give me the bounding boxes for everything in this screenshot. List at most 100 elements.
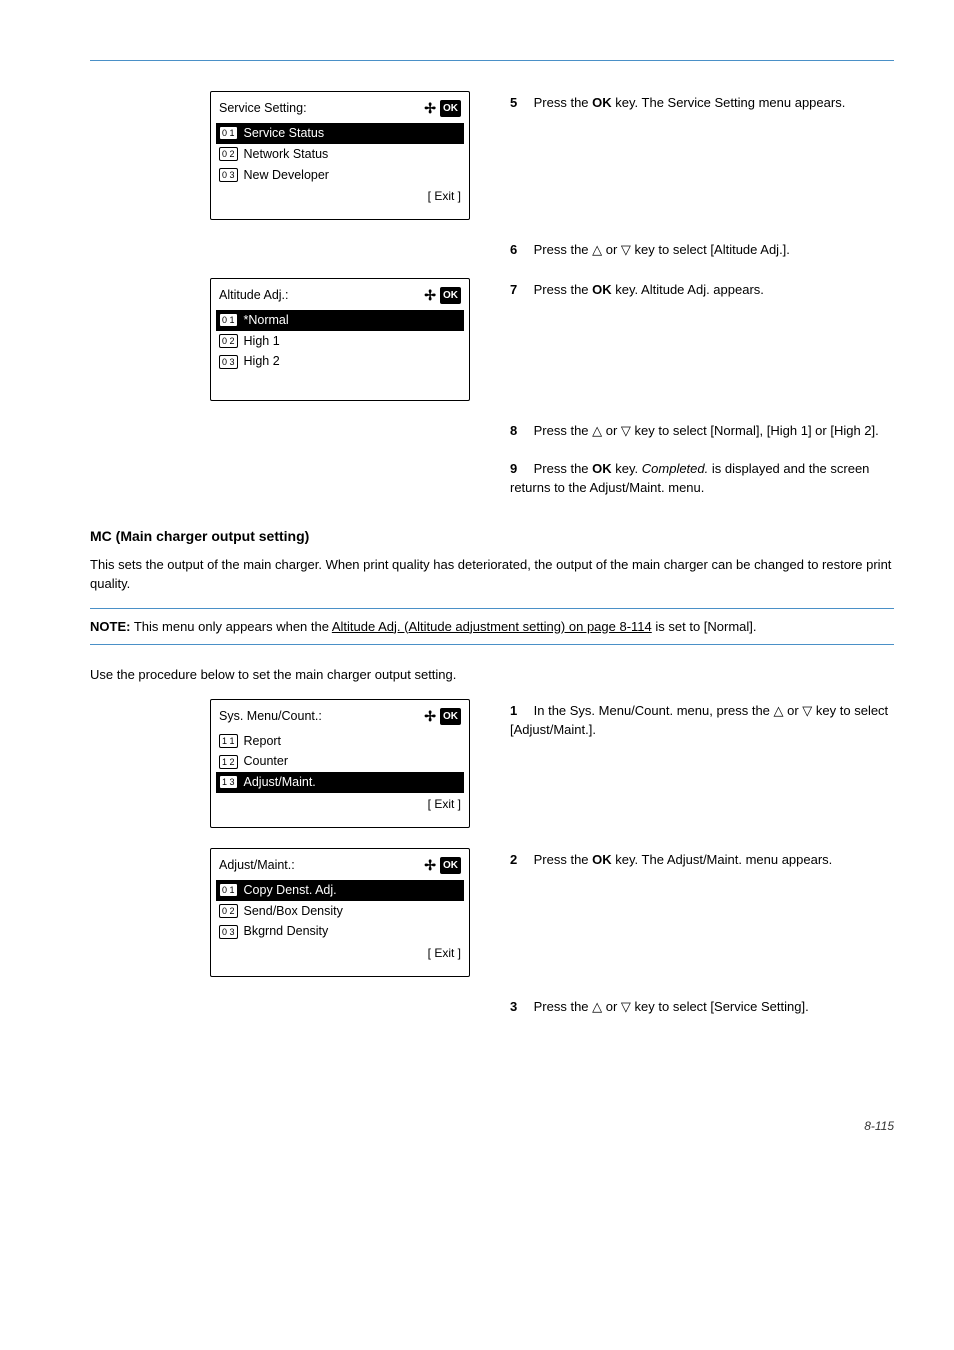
mc-para: This sets the output of the main charger… (90, 555, 894, 594)
step5-bold: OK (592, 95, 612, 110)
lcd4-title: Adjust/Maint.: (219, 856, 295, 875)
line-num: 0 3 (219, 168, 238, 182)
stepb2-a: Press the (534, 852, 593, 867)
nav-arrows-icon: ✢ (424, 855, 436, 876)
stepb1-text: 1 In the Sys. Menu/Count. menu, press th… (510, 699, 894, 828)
stepb3: 3 Press the △ or ▽ key to select [Servic… (510, 997, 894, 1017)
row-stepb1: Sys. Menu/Count.: ✢ OK 1 1 Report 1 2 Co… (90, 699, 894, 828)
line-label: Send/Box Density (244, 902, 343, 921)
line-num: 0 2 (219, 147, 238, 161)
line-label: High 2 (244, 352, 280, 371)
stepb3-num: 3 (510, 997, 530, 1017)
note-b: is set to [Normal]. (652, 619, 757, 634)
line-label: High 1 (244, 332, 280, 351)
lcd2-line3: 0 3 High 2 (219, 351, 461, 372)
line-label: New Developer (244, 166, 329, 185)
step9-bold1: OK (592, 461, 612, 476)
ok-icon: OK (440, 100, 461, 117)
step8: 8 Press the △ or ▽ key to select [Normal… (510, 421, 894, 441)
step5-text: 5 Press the OK key. The Service Setting … (510, 91, 894, 220)
row-step5: Service Setting: ✢ OK 0 1 Service Status… (90, 91, 894, 220)
note-label: NOTE: (90, 619, 130, 634)
ok-icon: OK (440, 287, 461, 304)
step9-num: 9 (510, 459, 530, 479)
stepb2-b: key. The Adjust/Maint. menu appears. (612, 852, 833, 867)
step7-num: 7 (510, 280, 530, 300)
step8-text: Press the △ or ▽ key to select [Normal],… (534, 423, 879, 438)
ok-icon: OK (440, 857, 461, 874)
lcd2-title: Altitude Adj.: (219, 286, 289, 305)
lcd3-line2: 1 2 Counter (219, 751, 461, 772)
page-number: 8-115 (90, 1117, 894, 1135)
step7-bold: OK (592, 282, 612, 297)
line-label: Report (244, 732, 282, 751)
stepb2-num: 2 (510, 850, 530, 870)
step7-a: Press the (534, 282, 593, 297)
lcd3-line1: 1 1 Report (219, 731, 461, 752)
lcd1-line1: 0 1 Service Status (216, 123, 464, 144)
line-num: 0 1 (219, 313, 238, 327)
step6-text: Press the △ or ▽ key to select [Altitude… (534, 242, 790, 257)
line-num: 1 2 (219, 755, 238, 769)
line-num: 1 3 (219, 775, 238, 789)
step5-a: Press the (534, 95, 593, 110)
lcd2-line1: 0 1 *Normal (216, 310, 464, 331)
step6-num: 6 (510, 240, 530, 260)
stepb2-bold: OK (592, 852, 612, 867)
stepb1-num: 1 (510, 701, 530, 721)
ok-icon: OK (440, 708, 461, 725)
lcd3-line3: 1 3 Adjust/Maint. (216, 772, 464, 793)
lcd3-footer: [ Exit ] (219, 795, 461, 813)
stepb3-text: Press the △ or ▽ key to select [Service … (534, 999, 809, 1014)
step8-num: 8 (510, 421, 530, 441)
lcd-altitude: Altitude Adj.: ✢ OK 0 1 *Normal 0 2 High… (210, 278, 470, 401)
lcd1-line3: 0 3 New Developer (219, 165, 461, 186)
line-label: Adjust/Maint. (244, 773, 316, 792)
step9-italic: Completed. (642, 461, 708, 476)
top-rule (90, 60, 894, 61)
step7-text: 7 Press the OK key. Altitude Adj. appear… (510, 278, 894, 401)
note-block: NOTE: This menu only appears when the Al… (90, 608, 894, 646)
step9-b: key. (612, 461, 642, 476)
step5-b: key. The Service Setting menu appears. (612, 95, 846, 110)
note-a: This menu only appears when the (134, 619, 332, 634)
lcd1-title: Service Setting: (219, 99, 307, 118)
line-label: *Normal (244, 311, 289, 330)
step6: 6 Press the △ or ▽ key to select [Altitu… (510, 240, 894, 260)
line-num: 0 2 (219, 334, 238, 348)
line-label: Copy Denst. Adj. (244, 881, 337, 900)
nav-arrows-icon: ✢ (424, 285, 436, 306)
lcd1-footer: [ Exit ] (219, 187, 461, 205)
lcd4-line1: 0 1 Copy Denst. Adj. (216, 880, 464, 901)
step9: 9 Press the OK key. Completed. is displa… (510, 459, 894, 498)
line-label: Bkgrnd Density (244, 922, 329, 941)
line-num: 0 2 (219, 904, 238, 918)
mc-use: Use the procedure below to set the main … (90, 665, 894, 685)
row-stepb2: Adjust/Maint.: ✢ OK 0 1 Copy Denst. Adj.… (90, 848, 894, 977)
line-num: 0 3 (219, 355, 238, 369)
stepb1-body: In the Sys. Menu/Count. menu, press the … (510, 703, 888, 738)
lcd4-footer: [ Exit ] (219, 944, 461, 962)
lcd-adjust-maint: Adjust/Maint.: ✢ OK 0 1 Copy Denst. Adj.… (210, 848, 470, 977)
lcd3-title: Sys. Menu/Count.: (219, 707, 322, 726)
line-num: 0 3 (219, 925, 238, 939)
nav-arrows-icon: ✢ (424, 98, 436, 119)
step7-b: key. Altitude Adj. appears. (612, 282, 764, 297)
row-step7: Altitude Adj.: ✢ OK 0 1 *Normal 0 2 High… (90, 278, 894, 401)
mc-heading: MC (Main charger output setting) (90, 526, 894, 547)
note-link[interactable]: Altitude Adj. (Altitude adjustment setti… (332, 619, 652, 634)
line-num: 0 1 (219, 883, 238, 897)
line-label: Service Status (244, 124, 325, 143)
lcd1-line2: 0 2 Network Status (219, 144, 461, 165)
line-label: Network Status (244, 145, 329, 164)
lcd4-line2: 0 2 Send/Box Density (219, 901, 461, 922)
stepb2-text: 2 Press the OK key. The Adjust/Maint. me… (510, 848, 894, 977)
step9-a: Press the (534, 461, 593, 476)
nav-arrows-icon: ✢ (424, 706, 436, 727)
step5-num: 5 (510, 93, 530, 113)
line-num: 1 1 (219, 734, 238, 748)
lcd-sysmenu: Sys. Menu/Count.: ✢ OK 1 1 Report 1 2 Co… (210, 699, 470, 828)
lcd4-line3: 0 3 Bkgrnd Density (219, 921, 461, 942)
line-num: 0 1 (219, 126, 238, 140)
lcd-service-setting: Service Setting: ✢ OK 0 1 Service Status… (210, 91, 470, 220)
